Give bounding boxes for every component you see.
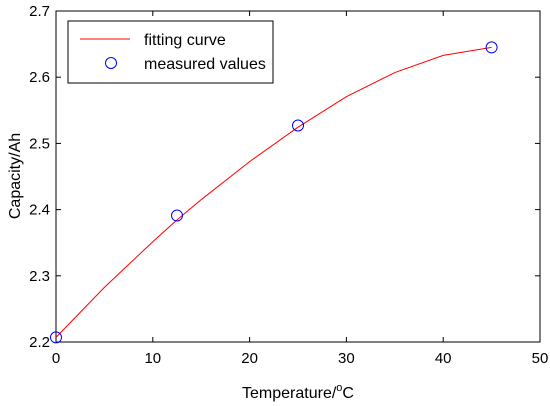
y-axis-label: Capacity/Ah	[7, 133, 24, 219]
y-tick-label: 2.3	[29, 268, 50, 285]
measured-value-point	[485, 41, 498, 54]
x-tick-label: 0	[52, 350, 60, 367]
legend: fitting curve measured values	[67, 20, 274, 84]
measured-value-point	[292, 119, 304, 132]
x-axis-label-superscript: o	[336, 382, 342, 394]
y-tick-label: 2.5	[29, 135, 50, 152]
x-axis-label: Temperature/oC	[242, 382, 354, 402]
y-tick-label: 2.2	[29, 334, 50, 351]
fitting-curve-line	[55, 46, 492, 338]
x-tick-label: 10	[144, 350, 161, 367]
x-tick-label: 40	[435, 350, 452, 367]
axis-ticks	[55, 10, 541, 343]
tick-labels: 0 10 20 30 40 50 2.2 2.3 2.4 2.5 2.6 2.7	[29, 3, 548, 367]
measured-value-point	[50, 331, 62, 344]
legend-box	[67, 20, 274, 84]
y-tick-label: 2.7	[29, 3, 50, 20]
x-axis-label-unit: C	[342, 385, 354, 402]
x-tick-label: 50	[532, 350, 549, 367]
measured-value-point	[171, 209, 183, 222]
x-tick-label: 30	[338, 350, 355, 367]
y-tick-label: 2.4	[29, 202, 50, 219]
y-tick-label: 2.6	[29, 69, 50, 86]
legend-marker-swatch	[105, 57, 117, 69]
series-layer	[50, 41, 498, 344]
legend-label-measured-values: measured values	[144, 56, 266, 73]
legend-label-fitting-curve: fitting curve	[144, 32, 226, 49]
x-tick-label: 20	[241, 350, 258, 367]
